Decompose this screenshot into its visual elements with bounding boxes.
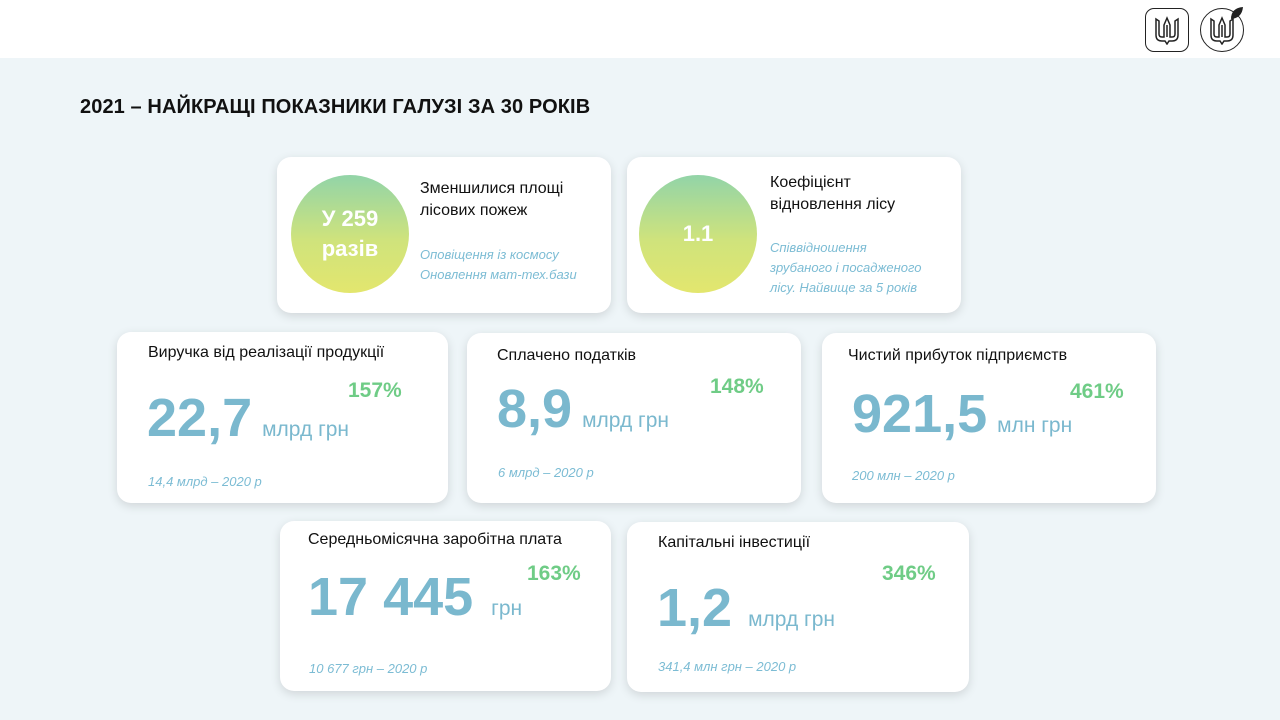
highlight-circle-line1: 1.1 [682,221,714,246]
metric-percent: 157% [348,379,402,402]
leaf-icon [1231,7,1243,19]
metric-previous: 6 млрд – 2020 р [498,465,594,480]
highlight-note-line2: зрубаного і посадженого [770,260,922,275]
highlight-circle-line2: разів [321,236,379,261]
metric-previous: 200 млн – 2020 р [852,468,955,483]
highlight-card-fires: У 259 разів Зменшилися площі лісових пож… [277,157,611,313]
metric-card-salary: Середньомісячна заробітна плата 163% 17 … [280,521,611,691]
metric-value-unit: млрд грн [582,409,669,432]
metric-value: 921,5 млн грн [852,383,1072,445]
highlight-card-reforestation: 1.1 Коефіцієнт відновлення лісу Співвідн… [627,157,961,313]
metric-value: 1,2 млрд грн [657,577,835,639]
metric-previous: 341,4 млн грн – 2020 р [658,659,797,674]
metric-value: 8,9 млрд грн [497,378,669,440]
top-bar [0,0,1280,58]
metric-value-number: 8,9 [497,379,573,439]
metric-label: Виручка від реалізації продукції [148,344,385,361]
metric-percent: 346% [882,562,936,585]
metric-value-unit: млрд грн [262,418,350,441]
trident-emblem-icon [1145,8,1189,52]
highlight-note-line2: Оновлення мат-тех.бази [420,267,577,282]
metric-value-number: 921,5 [852,384,988,444]
highlight-circle: У 259 разів [291,175,409,293]
metric-previous: 14,4 млрд – 2020 р [148,474,262,489]
highlight-note-line3: лісу. Найвище за 5 років [770,280,918,295]
metric-label: Сплачено податків [497,347,636,364]
metric-value-unit: млн грн [997,414,1073,437]
metric-card-revenue: Виручка від реалізації продукції 157% 22… [117,332,448,503]
highlight-title-line2: лісових пожеж [420,202,528,219]
metric-value-number: 17 445 [308,567,474,627]
metric-value: 22,7 млрд грн [147,387,349,449]
highlight-note: Співвідношення зрубаного і посадженого л… [770,238,922,298]
page-title: 2021 – НАЙКРАЩІ ПОКАЗНИКИ ГАЛУЗІ ЗА 30 Р… [80,96,591,118]
metric-percent: 163% [527,562,581,585]
highlight-note-line1: Співвідношення [770,240,867,255]
highlight-title-line1: Коефіцієнт [770,174,851,191]
highlight-circle: 1.1 [639,175,757,293]
metric-percent: 148% [710,375,764,398]
highlight-circle-line1: У 259 [321,206,379,231]
metric-card-investments: Капітальні інвестиції 346% 1,2 млрд грн 3… [627,522,969,692]
metric-previous: 10 677 грн – 2020 р [309,661,428,676]
highlight-title-line2: відновлення лісу [770,196,896,213]
metric-card-profit: Чистий прибуток підприємств 461% 921,5 мл… [822,333,1156,503]
metric-label: Середньомісячна заробітна плата [308,531,562,548]
metric-percent: 461% [1070,380,1124,403]
highlight-note: Оповіщення із космосу Оновлення мат-тех.… [420,245,577,285]
highlight-title: Зменшилися площі лісових пожеж [420,178,563,222]
metric-value: 17 445 грн [308,566,522,628]
highlight-note-line1: Оповіщення із космосу [420,247,559,262]
metric-value-number: 22,7 [147,388,253,448]
highlight-title: Коефіцієнт відновлення лісу [770,172,895,216]
metric-value-unit: грн [491,597,523,620]
highlight-title-line1: Зменшилися площі [420,180,564,197]
metric-label: Капітальні інвестиції [658,534,811,551]
metric-value-number: 1,2 [657,578,733,638]
metric-label: Чистий прибуток підприємств [848,347,1068,364]
metric-card-taxes: Сплачено податків 148% 8,9 млрд грн 6 млр… [467,333,801,503]
metric-value-unit: млрд грн [748,608,835,631]
